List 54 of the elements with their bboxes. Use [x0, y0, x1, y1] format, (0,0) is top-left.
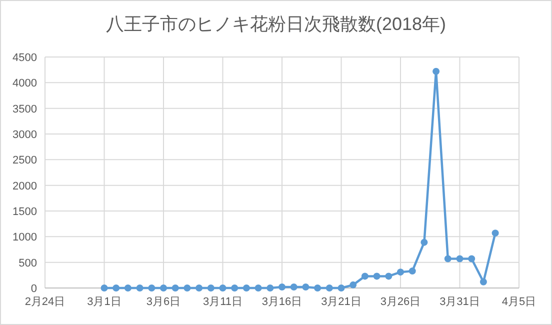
point — [254, 284, 262, 292]
x-tick-label: 2月24日 — [24, 296, 66, 308]
point — [278, 283, 286, 290]
y-tick-label: 1000 — [12, 232, 37, 244]
point — [184, 284, 191, 292]
point — [136, 284, 144, 292]
point — [290, 283, 298, 290]
chart-title: 八王子市のヒノキ花粉日次飛散数(2018年) — [106, 14, 446, 34]
point — [492, 230, 499, 237]
point — [242, 284, 250, 292]
point — [456, 255, 464, 262]
y-tick-label: 3000 — [12, 129, 37, 141]
point — [148, 284, 156, 292]
point — [420, 238, 428, 246]
point — [468, 255, 476, 262]
point — [480, 278, 487, 286]
x-tick-label: 3月26日 — [380, 296, 421, 308]
point — [326, 284, 333, 292]
point — [432, 68, 440, 75]
x-tick-label: 3月6日 — [146, 296, 181, 308]
point — [314, 284, 322, 292]
x-tick-label: 3月11日 — [202, 296, 243, 308]
x-tick-label: 3月16日 — [262, 296, 302, 308]
y-tick-label: 3500 — [12, 103, 37, 116]
point — [112, 284, 120, 292]
point — [124, 284, 132, 292]
y-tick-label: 4500 — [12, 52, 37, 64]
y-tick-label: 1500 — [12, 206, 37, 218]
point — [302, 283, 310, 290]
y-tick-label: 0 — [30, 283, 37, 295]
y-tick-label: 2500 — [12, 154, 37, 167]
point — [266, 284, 274, 292]
x-tick-label: 3月1日 — [87, 296, 122, 308]
x-tick-label: 4月5日 — [502, 296, 536, 308]
point — [444, 255, 452, 262]
point — [373, 272, 380, 280]
point — [397, 268, 404, 276]
y-tick-label: 4000 — [12, 78, 37, 90]
point — [219, 284, 226, 292]
point — [160, 284, 167, 292]
point — [350, 281, 357, 288]
point — [231, 284, 238, 292]
x-tick-label: 3月21日 — [321, 296, 362, 308]
point — [172, 284, 179, 292]
point — [361, 272, 368, 280]
point — [408, 268, 416, 275]
point — [338, 284, 345, 292]
y-tick-label: 500 — [18, 257, 37, 270]
y-tick-label: 2000 — [12, 180, 37, 192]
point — [207, 284, 214, 292]
point — [385, 272, 392, 280]
point — [196, 284, 203, 292]
point — [100, 284, 108, 292]
x-tick-label: 3月31日 — [440, 296, 480, 308]
